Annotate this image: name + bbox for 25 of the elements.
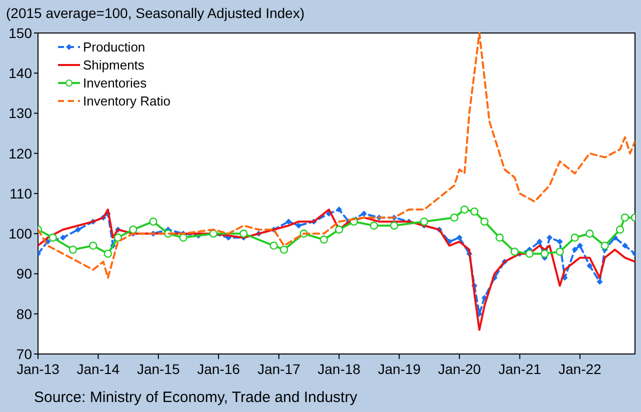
x-tick-label: Jan-15	[136, 361, 180, 377]
y-tick-label: 120	[8, 145, 32, 162]
x-tick-label: Jan-13	[16, 361, 60, 377]
x-tick-label: Jan-17	[257, 361, 300, 377]
x-tick-label: Jan-14	[76, 361, 120, 377]
legend-label: Inventory Ratio	[83, 94, 170, 109]
x-tick-label: Jan-21	[498, 361, 542, 377]
y-tick-label: 70	[16, 346, 32, 362]
legend-label: Production	[83, 40, 146, 55]
x-tick-label: Jan-16	[197, 361, 240, 377]
x-tick-label: Jan-19	[378, 361, 421, 377]
y-tick-label: 150	[8, 24, 32, 41]
chart-title: (2015 average=100, Seasonally Adjusted Index)	[6, 5, 304, 21]
source-note: Source: Ministry of Economy, Trade and Industry	[34, 389, 358, 406]
x-tick-label: Jan-20	[438, 361, 482, 377]
legend-label: Shipments	[83, 58, 145, 73]
y-tick-label: 90	[16, 266, 32, 282]
x-tick-label: Jan-22	[558, 361, 602, 377]
y-tick-label: 140	[8, 65, 32, 82]
y-tick-label: 80	[16, 306, 32, 322]
y-tick-label: 110	[10, 185, 32, 202]
x-tick-label: Jan-18	[318, 361, 361, 377]
y-tick-label: 100	[8, 226, 32, 242]
y-tick-label: 130	[8, 105, 32, 122]
legend-label: Inventories	[83, 76, 148, 91]
